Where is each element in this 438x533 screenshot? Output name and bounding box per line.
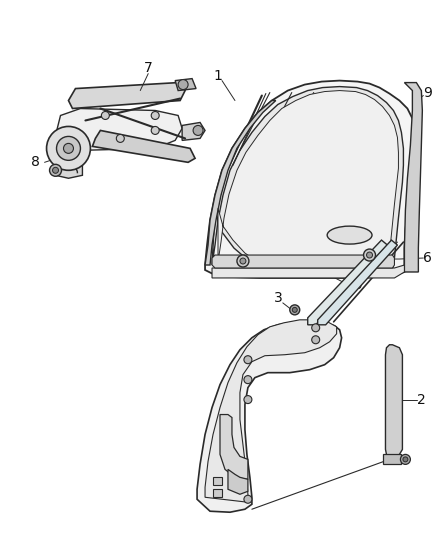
Circle shape (151, 126, 159, 134)
Polygon shape (383, 455, 400, 464)
Circle shape (53, 167, 58, 173)
Circle shape (64, 143, 73, 154)
Polygon shape (212, 478, 222, 486)
Polygon shape (55, 160, 82, 178)
Circle shape (244, 495, 251, 503)
Text: 9: 9 (422, 86, 431, 100)
Polygon shape (212, 255, 394, 268)
Text: 6: 6 (422, 251, 431, 265)
Circle shape (311, 336, 319, 344)
Polygon shape (403, 83, 421, 272)
Text: 8: 8 (31, 155, 40, 169)
Polygon shape (92, 131, 194, 163)
Text: 1: 1 (213, 69, 222, 83)
Circle shape (101, 111, 109, 119)
Circle shape (366, 252, 372, 258)
Polygon shape (212, 489, 222, 497)
Polygon shape (205, 80, 415, 278)
Circle shape (399, 455, 410, 464)
Polygon shape (205, 101, 275, 265)
Circle shape (311, 324, 319, 332)
Circle shape (116, 134, 124, 142)
Polygon shape (212, 86, 403, 270)
Polygon shape (227, 470, 247, 494)
Text: 2: 2 (416, 393, 425, 407)
Polygon shape (307, 240, 387, 325)
Polygon shape (317, 240, 396, 325)
Circle shape (363, 249, 374, 261)
Circle shape (193, 125, 203, 135)
Polygon shape (55, 109, 182, 150)
Circle shape (402, 457, 407, 462)
Polygon shape (385, 345, 402, 457)
Circle shape (49, 164, 61, 176)
Polygon shape (219, 415, 247, 479)
Polygon shape (212, 265, 403, 278)
Circle shape (289, 305, 299, 315)
Circle shape (244, 376, 251, 384)
Text: 7: 7 (144, 61, 152, 75)
Polygon shape (182, 123, 205, 140)
Text: 3: 3 (273, 291, 282, 305)
Circle shape (57, 136, 80, 160)
Polygon shape (205, 320, 336, 502)
Polygon shape (175, 78, 196, 91)
Circle shape (178, 79, 187, 90)
Circle shape (151, 111, 159, 119)
Text: 10: 10 (345, 278, 363, 292)
Circle shape (244, 356, 251, 364)
Polygon shape (197, 322, 341, 512)
Ellipse shape (326, 226, 371, 244)
Polygon shape (68, 83, 185, 109)
Circle shape (237, 255, 248, 267)
Circle shape (240, 258, 245, 264)
Circle shape (46, 126, 90, 171)
Polygon shape (218, 91, 398, 265)
Circle shape (244, 395, 251, 403)
Circle shape (292, 308, 297, 312)
